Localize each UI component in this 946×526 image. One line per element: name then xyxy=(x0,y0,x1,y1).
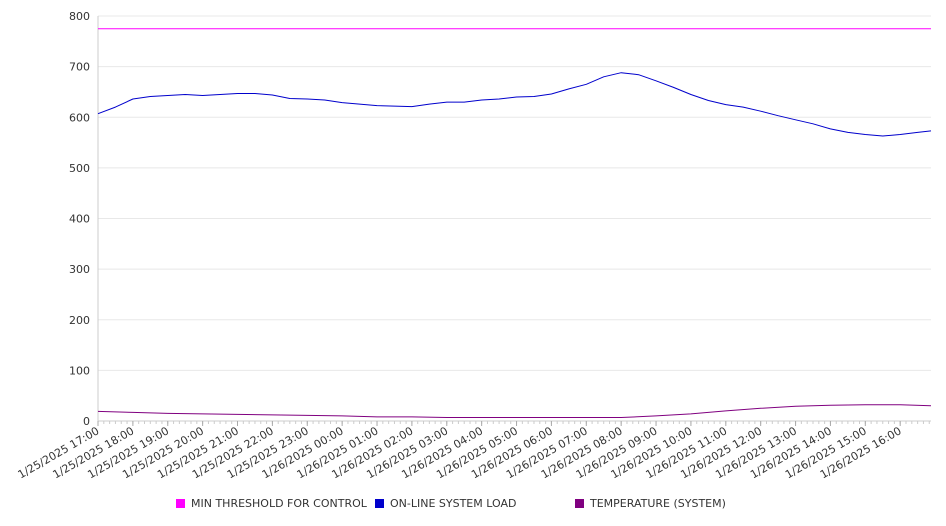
y-tick-label-400: 400 xyxy=(69,213,90,226)
plot-area xyxy=(97,28,932,418)
y-tick-label-800: 800 xyxy=(69,10,90,23)
legend-swatch-temperature xyxy=(575,499,584,508)
legend-swatch-threshold xyxy=(176,499,185,508)
legend-label-load: ON-LINE SYSTEM LOAD xyxy=(390,497,517,510)
y-tick-label-0: 0 xyxy=(83,415,90,428)
x-axis: 1/25/2025 17:001/25/2025 18:001/25/2025 … xyxy=(16,420,931,481)
legend-item-load: ON-LINE SYSTEM LOAD xyxy=(375,497,516,510)
y-tick-label-600: 600 xyxy=(69,111,90,124)
legend-swatch-load xyxy=(375,499,384,508)
legend-item-temperature: TEMPERATURE (SYSTEM) xyxy=(575,497,726,510)
grid-lines xyxy=(98,15,931,371)
y-tick-label-300: 300 xyxy=(69,263,90,276)
y-tick-label-100: 100 xyxy=(69,364,90,377)
legend-label-threshold: MIN THRESHOLD FOR CONTROL xyxy=(191,497,367,510)
legend-label-temperature: TEMPERATURE (SYSTEM) xyxy=(590,497,726,510)
y-axis: 0 100 200 300 400 500 600 700 800 xyxy=(69,10,99,428)
legend-item-threshold: MIN THRESHOLD FOR CONTROL xyxy=(176,497,367,510)
y-tick-label-200: 200 xyxy=(69,314,90,327)
series-line-load xyxy=(97,72,932,137)
y-tick-label-500: 500 xyxy=(69,162,90,175)
legend: MIN THRESHOLD FOR CONTROL ON-LINE SYSTEM… xyxy=(0,497,946,513)
y-tick-label-700: 700 xyxy=(69,61,90,74)
series-line-temperature xyxy=(97,404,932,418)
